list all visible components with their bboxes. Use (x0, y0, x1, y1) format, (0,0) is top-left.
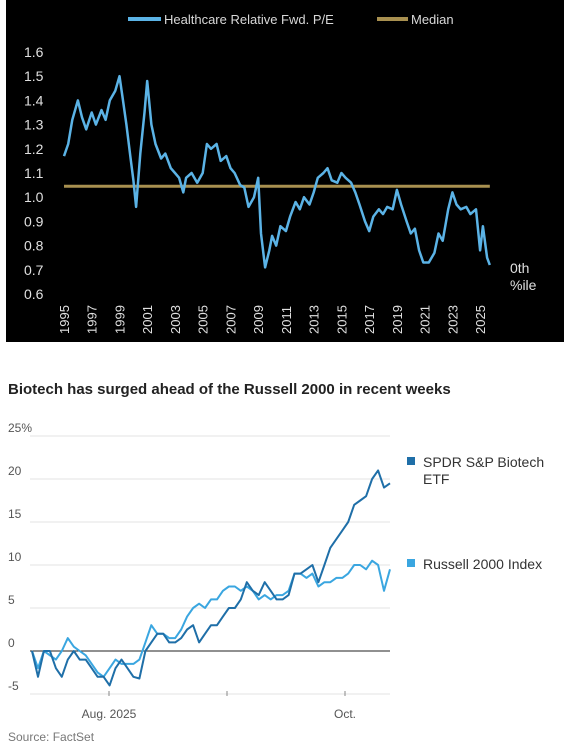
source-note: Source: FactSet (8, 730, 95, 744)
legend-swatch-russell (407, 559, 415, 567)
x-tick-label: 2011 (279, 306, 294, 334)
chart1-y-axis: 0.6 0.7 0.8 0.9 1.0 1.1 1.2 1.3 1.4 1.5 1.6 (24, 44, 44, 302)
pe-series-line (62, 74, 491, 269)
x-tick-label: 2025 (473, 305, 488, 334)
y-tick-label: 1.1 (24, 165, 44, 181)
y-tick-label: 0.8 (24, 238, 44, 254)
x-tick-label: 2009 (251, 305, 266, 334)
y-tick-label: -5 (8, 679, 19, 693)
legend-swatch-biotech (407, 457, 415, 465)
chart2-legend: SPDR S&P Biotech ETF Russell 2000 Index (407, 454, 548, 572)
chart2-x-axis: Aug. 2025 Oct. (82, 691, 356, 721)
chart1-x-axis: 1995 1997 1999 2001 2003 2005 2007 2009 2011 2013… (57, 305, 488, 334)
y-tick-label: 1.6 (24, 44, 44, 60)
x-tick-label: 2003 (168, 305, 183, 334)
legend-label-biotech-line1: SPDR S&P Biotech (423, 454, 544, 470)
y-tick-label: 1.4 (24, 92, 44, 108)
chart2-y-axis: -5 0 5 10 15 20 25% (8, 421, 390, 695)
x-label-aug: Aug. 2025 (82, 707, 137, 721)
x-tick-label: 2021 (418, 305, 433, 334)
x-tick-label: 1995 (57, 305, 72, 334)
x-tick-label: 2001 (140, 305, 155, 334)
x-tick-label: 1999 (112, 305, 127, 334)
russell-series-line (31, 559, 391, 678)
x-tick-label: 2023 (445, 305, 460, 334)
y-tick-label: 15 (8, 507, 22, 521)
y-tick-label: 1.0 (24, 189, 44, 205)
x-tick-label: 2005 (196, 305, 211, 334)
y-tick-label: 0.7 (24, 262, 44, 278)
chart1-background (6, 0, 564, 342)
chart1-legend: Healthcare Relative Fwd. P/E Median (128, 12, 454, 27)
y-tick-label: 25% (8, 421, 32, 435)
x-tick-label: 2013 (307, 305, 322, 334)
y-tick-label: 1.3 (24, 117, 44, 133)
y-tick-label: 0 (8, 636, 15, 650)
percentile-annotation-line: 0th (510, 260, 529, 276)
y-tick-label: 1.5 (24, 68, 44, 84)
legend-label-biotech: SPDR S&P Biotech ETF (423, 454, 548, 487)
y-tick-label: 10 (8, 550, 22, 564)
y-tick-label: 0.9 (24, 213, 44, 229)
y-tick-label: 0.6 (24, 286, 44, 302)
legend-label-median: Median (411, 12, 454, 27)
x-tick-label: 2007 (223, 305, 238, 334)
x-tick-label: 2019 (390, 305, 405, 334)
chart2-title: Biotech has surged ahead of the Russell … (8, 381, 451, 398)
x-tick-label: 1997 (85, 305, 100, 334)
y-tick-label: 20 (8, 464, 22, 478)
x-tick-label: 2017 (362, 305, 377, 334)
percentile-annotation-line: %ile (510, 277, 537, 293)
y-tick-label: 1.2 (24, 141, 44, 157)
biotech-russell-chart: -5 0 5 10 15 20 25% Aug. 2025 Oct. SPDR S&P Bi… (8, 421, 548, 721)
x-label-oct: Oct. (334, 707, 356, 721)
x-tick-label: 2015 (334, 305, 349, 334)
percentile-annotation: 0th %ile (510, 260, 537, 293)
legend-label-biotech-line2: ETF (423, 471, 449, 487)
legend-label-pe: Healthcare Relative Fwd. P/E (164, 12, 334, 27)
legend-label-russell: Russell 2000 Index (423, 556, 542, 572)
healthcare-pe-chart: Healthcare Relative Fwd. P/E Median 0.60… (6, 0, 564, 342)
biotech-series-line (31, 469, 391, 687)
y-tick-label: 5 (8, 593, 15, 607)
